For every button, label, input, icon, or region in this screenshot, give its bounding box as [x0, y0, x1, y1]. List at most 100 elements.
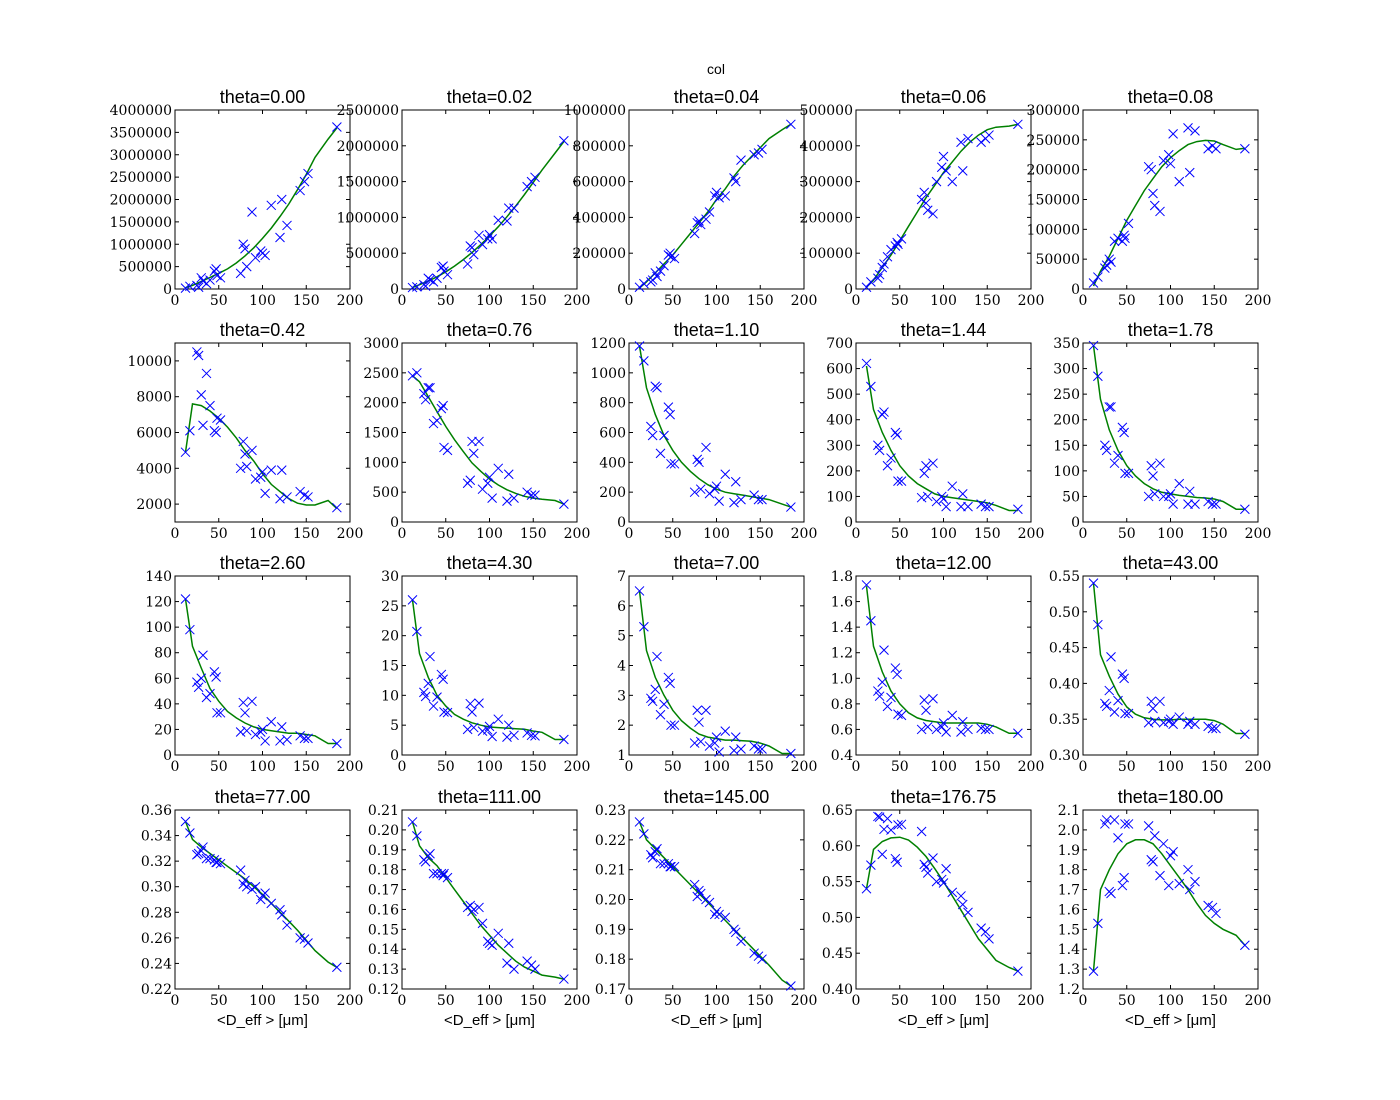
- data-point-marker: [877, 409, 888, 420]
- x-tick-label: 150: [747, 293, 774, 309]
- data-point-marker: [893, 476, 903, 486]
- data-point-marker: [260, 888, 270, 898]
- data-point-marker: [786, 119, 796, 130]
- subplot-title: theta=176.75: [891, 787, 997, 807]
- data-point-marker: [749, 948, 759, 959]
- x-tick-label: 0: [398, 759, 407, 775]
- y-tick-label: 2500: [363, 366, 399, 382]
- data-point-marker: [1013, 504, 1023, 515]
- data-point-marker: [1146, 460, 1157, 471]
- y-tick-label: 10000: [127, 354, 172, 370]
- data-point-marker: [530, 490, 540, 501]
- y-tick-label: 200: [826, 464, 853, 480]
- data-point-marker: [634, 282, 645, 293]
- data-point-marker: [1146, 164, 1157, 175]
- x-axis-label: <D_eff > [μm]: [671, 1012, 762, 1029]
- data-point-marker: [198, 842, 208, 852]
- y-tick-label: 400000: [800, 139, 853, 155]
- data-point-marker: [984, 501, 994, 512]
- data-point-marker: [303, 733, 313, 744]
- y-tick-label: 20: [381, 629, 399, 645]
- axes-frame: [401, 342, 578, 523]
- data-point-marker: [647, 852, 658, 863]
- data-point-marker: [669, 720, 680, 731]
- x-tick-label: 200: [564, 293, 591, 309]
- data-point-marker: [303, 492, 313, 502]
- x-tick-label: 150: [520, 993, 547, 1009]
- data-point-marker: [240, 449, 250, 459]
- x-tick-label: 150: [293, 526, 320, 542]
- y-tick-label: 5: [390, 718, 399, 734]
- data-point-marker: [1240, 143, 1250, 154]
- data-point-marker: [1183, 864, 1193, 875]
- data-point-marker: [695, 484, 706, 495]
- y-tick-label: 600000: [573, 175, 626, 191]
- data-point-marker: [665, 861, 675, 872]
- data-point-marker: [984, 130, 994, 140]
- y-tick-label: 100: [145, 620, 172, 636]
- data-point-marker: [255, 727, 266, 737]
- fit-line: [411, 821, 565, 980]
- data-point-marker: [420, 856, 431, 867]
- y-tick-label: 1200: [590, 336, 626, 352]
- x-tick-label: 0: [852, 526, 861, 542]
- data-point-marker: [1168, 719, 1178, 730]
- data-point-marker: [1143, 821, 1154, 831]
- subplot-10: theta=1.78 0 50 100 150 200 0 50 100 150 200 250 300…: [1053, 320, 1271, 542]
- x-tick-label: 0: [625, 526, 634, 542]
- fit-line: [411, 599, 564, 741]
- data-point-marker: [198, 650, 208, 661]
- data-point-marker: [212, 707, 222, 718]
- y-tick-label: 0.16: [368, 902, 399, 918]
- data-point-marker: [276, 909, 287, 920]
- data-point-marker: [1109, 815, 1120, 825]
- data-point-marker: [1148, 188, 1158, 199]
- data-point-marker: [1013, 966, 1023, 976]
- data-point-marker: [474, 902, 484, 913]
- axes-frame: [174, 342, 351, 523]
- y-tick-label: 0.45: [822, 946, 853, 962]
- x-tick-label: 0: [171, 993, 180, 1009]
- y-tick-label: 200000: [1027, 163, 1080, 179]
- data-point-marker: [503, 720, 514, 731]
- data-point-marker: [938, 494, 949, 504]
- subplot-title: theta=0.06: [901, 87, 987, 107]
- data-point-marker: [665, 678, 675, 689]
- y-tick-label: 150000: [1027, 193, 1080, 209]
- x-tick-label: 0: [171, 526, 180, 542]
- x-tick-label: 0: [398, 526, 407, 542]
- x-tick-label: 50: [891, 759, 909, 775]
- data-point-marker: [695, 736, 706, 747]
- data-point-marker: [1088, 340, 1099, 351]
- data-point-marker: [276, 465, 287, 475]
- x-tick-label: 50: [891, 993, 909, 1009]
- data-point-marker: [509, 203, 519, 213]
- data-point-marker: [729, 924, 739, 935]
- y-tick-label: 200: [1053, 413, 1080, 429]
- data-point-marker: [1165, 489, 1176, 499]
- data-point-marker: [938, 878, 949, 888]
- x-tick-label: 100: [703, 293, 730, 309]
- axes-frame: [401, 809, 578, 990]
- data-point-marker: [1120, 708, 1130, 719]
- data-point-marker: [892, 669, 902, 680]
- data-point-marker: [1093, 619, 1103, 630]
- data-point-marker: [266, 898, 277, 909]
- x-tick-label: 200: [791, 526, 818, 542]
- y-tick-label: 0.35: [1049, 712, 1080, 728]
- y-tick-label: 0.18: [368, 863, 399, 879]
- y-tick-label: 0.22: [141, 982, 172, 998]
- data-point-marker: [266, 716, 277, 727]
- data-point-marker: [893, 709, 903, 719]
- x-tick-label: 100: [249, 993, 276, 1009]
- data-point-marker: [503, 938, 514, 949]
- subplot-11: theta=2.60 0 50 100 150 200 0 20 40 60 80 100 120 140: [145, 553, 363, 775]
- data-point-marker: [1158, 838, 1169, 849]
- data-point-marker: [957, 166, 968, 176]
- x-tick-label: 100: [930, 759, 957, 775]
- data-point-marker: [1149, 716, 1160, 727]
- x-tick-label: 150: [1201, 293, 1228, 309]
- data-point-marker: [196, 673, 207, 684]
- y-tick-label: 0.21: [595, 863, 626, 879]
- data-point-marker: [1155, 206, 1165, 217]
